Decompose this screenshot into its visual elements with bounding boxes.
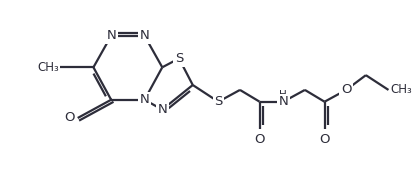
Text: O: O [254,133,265,146]
Text: N: N [140,29,149,42]
Text: S: S [214,95,222,108]
Text: O: O [319,133,330,146]
Text: N: N [278,95,288,108]
Text: CH₃: CH₃ [391,83,412,96]
Text: O: O [341,83,352,96]
Text: N: N [106,29,116,42]
Text: CH₃: CH₃ [37,61,59,74]
Text: N: N [157,103,167,116]
Text: H: H [279,90,287,100]
Text: O: O [64,111,75,124]
Text: N: N [140,93,149,106]
Text: S: S [175,52,183,65]
